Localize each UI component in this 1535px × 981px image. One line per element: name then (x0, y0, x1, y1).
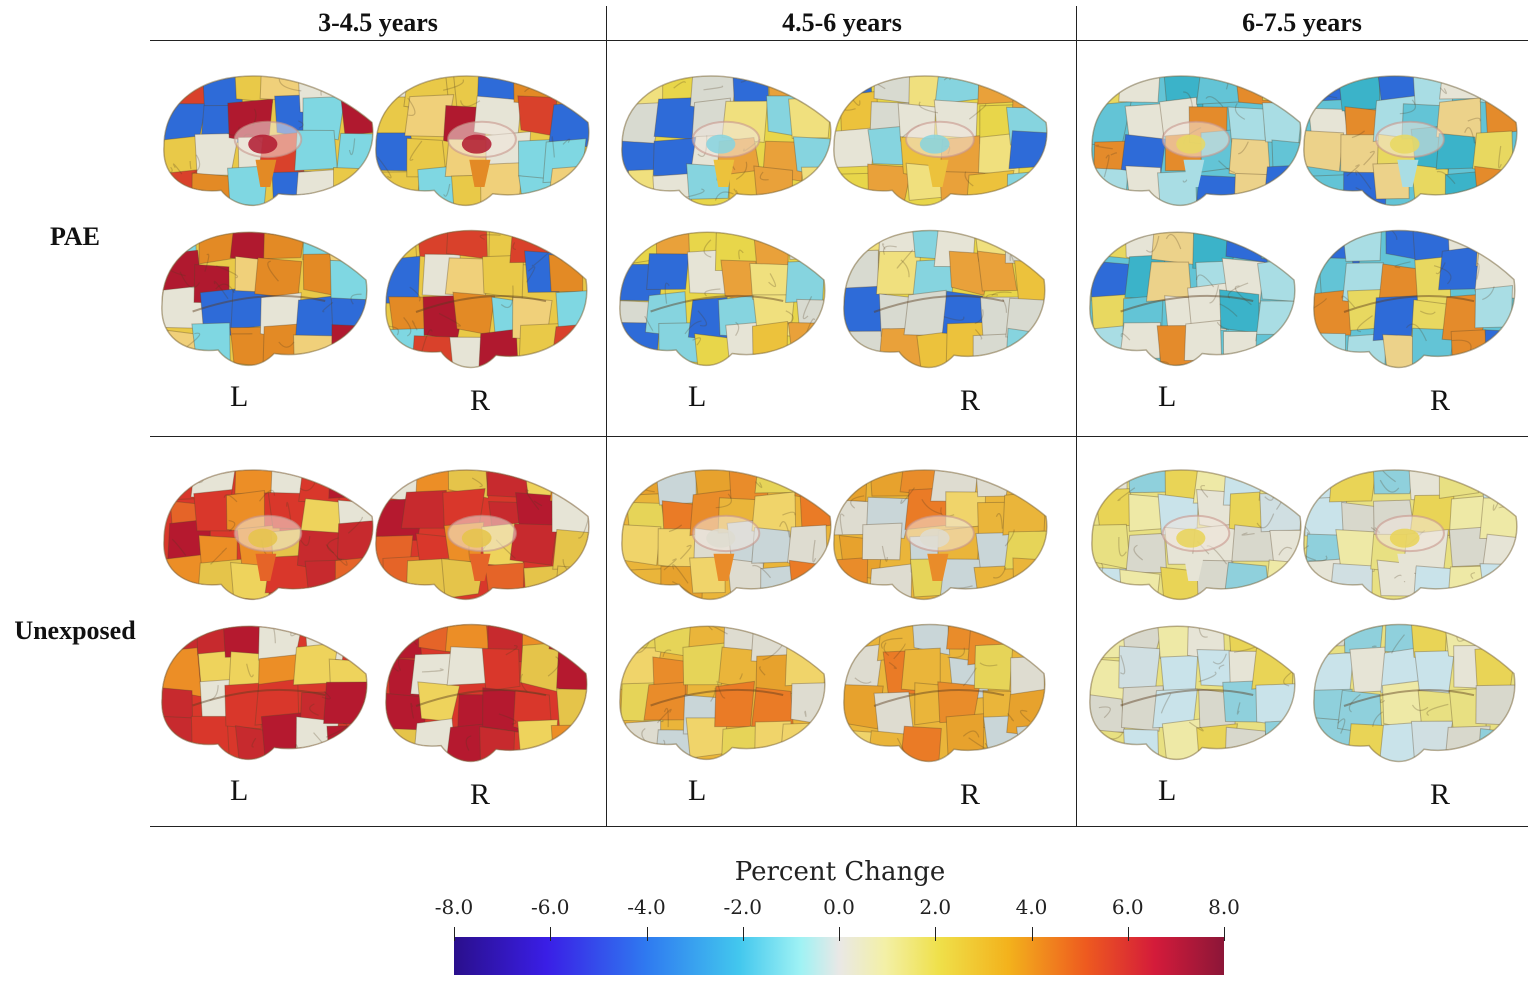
hemisphere-label-left: L (230, 774, 249, 807)
right-medial-brain (1303, 469, 1518, 601)
header-rule (150, 40, 1528, 41)
left-lateral-brain (1089, 625, 1296, 761)
hemisphere-label-right: R (1430, 778, 1451, 811)
row-divider (150, 436, 1528, 437)
colorbar-tick (646, 927, 648, 941)
right-lateral-brain (1313, 229, 1516, 369)
brain-renders (619, 469, 1048, 763)
colorbar-tick-label: 4.0 (1015, 895, 1048, 919)
colorbar-legend: Percent Change -8.0 -6.0 -4.0 -2.0 0.0 2.0 4.0… (400, 855, 1280, 980)
colorbar-tick (1127, 927, 1129, 941)
colorbar-tick-label: -6.0 (530, 895, 570, 919)
left-medial-brain (1091, 469, 1302, 601)
right-lateral-brain (1313, 623, 1516, 763)
colorbar-tick (454, 927, 455, 941)
row-label-unexposed: Unexposed (14, 616, 136, 645)
column-header-2: 4.5-6 years (782, 8, 902, 37)
row-label-pae: PAE (49, 222, 101, 251)
left-lateral-brain (1089, 231, 1296, 367)
right-medial-brain (1303, 75, 1518, 207)
colorbar-tick (839, 927, 840, 941)
right-medial-brain (833, 469, 1048, 601)
legend-title: Percent Change (734, 857, 946, 887)
left-lateral-brain (619, 625, 826, 761)
column-divider-1 (606, 6, 607, 826)
colorbar (454, 937, 1224, 975)
column-header-3: 6-7.5 years (1242, 8, 1362, 37)
colorbar-tick-label: 0.0 (823, 895, 855, 919)
column-divider-2 (1076, 6, 1077, 826)
brain-renders (1089, 469, 1518, 763)
left-medial-brain (163, 469, 374, 601)
colorbar-tick-label: 2.0 (919, 895, 952, 919)
left-medial-brain (621, 75, 832, 207)
left-lateral-brain (161, 231, 368, 367)
brain-renders (619, 75, 1048, 369)
colorbar-tick (935, 927, 937, 941)
left-medial-brain (621, 469, 832, 601)
brain-renders (1089, 75, 1518, 369)
colorbar-tick (1224, 927, 1225, 941)
brain-renders (161, 75, 590, 369)
colorbar-tick (550, 927, 552, 941)
hemisphere-label-left: L (688, 774, 707, 807)
hemisphere-label-left: L (230, 380, 249, 413)
hemisphere-label-left: L (688, 380, 707, 413)
colorbar-tick (1031, 927, 1033, 941)
brain-renders (161, 469, 590, 763)
hemisphere-label-right: R (960, 384, 981, 417)
right-lateral-brain (843, 229, 1046, 369)
left-lateral-brain (619, 231, 826, 367)
left-lateral-brain (161, 625, 368, 761)
hemisphere-label-right: R (470, 384, 491, 417)
right-medial-brain (375, 75, 590, 207)
colorbar-tick-label: -8.0 (434, 895, 474, 919)
right-medial-brain (375, 469, 590, 601)
column-header-1: 3-4.5 years (318, 8, 438, 37)
right-medial-brain (833, 75, 1048, 207)
colorbar-tick-label: 8.0 (1208, 895, 1240, 919)
right-lateral-brain (843, 623, 1046, 763)
right-lateral-brain (385, 229, 588, 369)
right-lateral-brain (385, 623, 588, 763)
colorbar-tick-label: -4.0 (627, 895, 666, 919)
left-medial-brain (1091, 75, 1302, 207)
hemisphere-label-left: L (1158, 380, 1177, 413)
colorbar-tick-label: 6.0 (1111, 895, 1144, 919)
hemisphere-label-left: L (1158, 774, 1177, 807)
colorbar-tick (742, 927, 744, 941)
left-medial-brain (163, 75, 374, 207)
hemisphere-label-right: R (470, 778, 491, 811)
colorbar-tick-label: -2.0 (723, 895, 763, 919)
hemisphere-label-right: R (1430, 384, 1451, 417)
bottom-rule (150, 826, 1528, 827)
hemisphere-label-right: R (960, 778, 981, 811)
